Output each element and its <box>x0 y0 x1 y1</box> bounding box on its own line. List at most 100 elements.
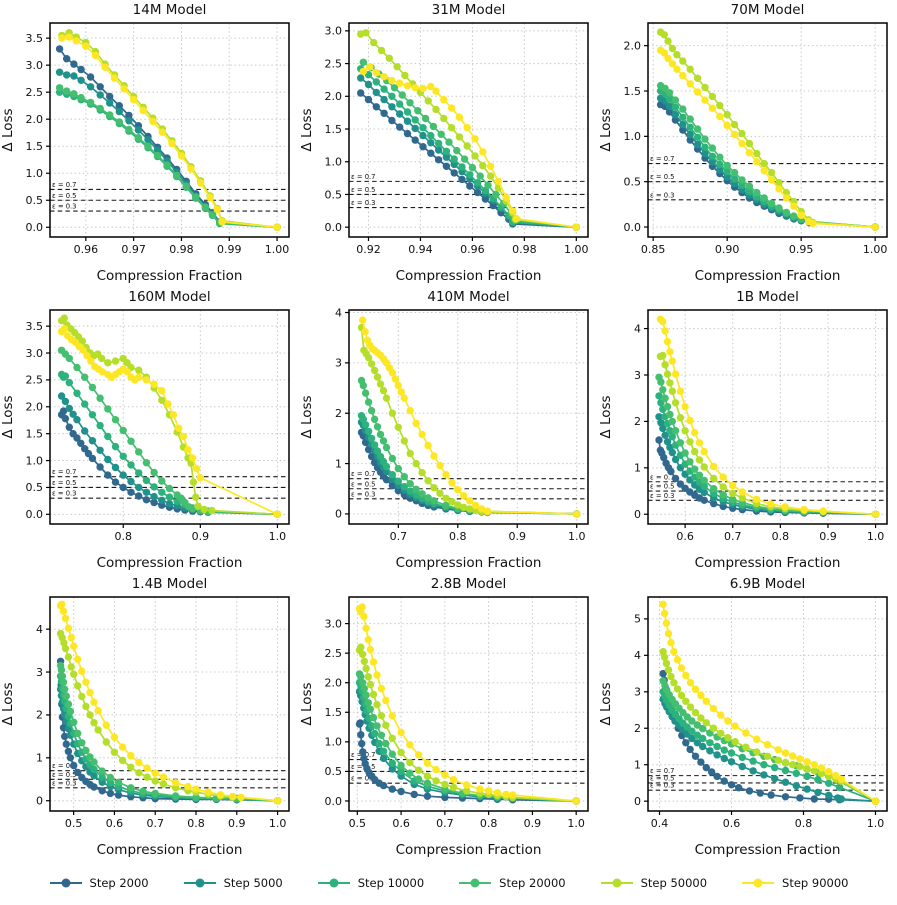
data-point <box>229 792 237 801</box>
y-tick-label: 0.0 <box>624 221 642 234</box>
series-step-50000 <box>659 648 880 805</box>
data-point <box>454 501 462 509</box>
data-point <box>745 182 754 190</box>
y-tick-label: 2.0 <box>325 677 343 690</box>
data-point <box>60 325 69 333</box>
data-point <box>169 411 178 419</box>
data-point <box>668 60 677 68</box>
legend-item-step-20000: Step 20000 <box>458 876 566 890</box>
data-point <box>66 707 75 716</box>
data-point <box>663 402 672 411</box>
ticks <box>345 30 577 241</box>
data-point <box>373 373 382 381</box>
data-point <box>175 424 183 432</box>
data-point <box>159 780 168 788</box>
subplot-1b-model: ε = 0.7 ε = 0.5 ε = 0.3 0.6 0.7 0.8 0.9 1.0 0 1 2 3… <box>598 287 897 574</box>
data-point <box>153 146 162 154</box>
data-point <box>710 462 718 471</box>
series-line <box>360 92 577 229</box>
data-point <box>797 211 805 219</box>
data-point <box>716 101 724 110</box>
data-point <box>144 136 152 144</box>
data-point <box>662 659 671 668</box>
series-line <box>59 71 278 229</box>
x-tick-label: 0.8 <box>480 817 498 830</box>
data-point <box>436 461 444 470</box>
data-point <box>809 219 817 228</box>
data-point <box>70 642 78 650</box>
data-point <box>90 765 98 774</box>
data-point <box>394 423 402 431</box>
data-point <box>114 791 123 799</box>
data-point <box>158 396 166 404</box>
data-point <box>59 678 68 686</box>
data-point <box>362 664 370 673</box>
data-point <box>767 791 775 799</box>
data-point <box>394 381 402 390</box>
y-tick-label: 2.0 <box>325 90 343 103</box>
data-point <box>369 713 378 722</box>
data-point <box>810 767 818 775</box>
data-point <box>458 175 466 184</box>
data-point <box>749 757 757 765</box>
subplot-title: 410M Model <box>427 289 509 305</box>
data-point <box>382 721 390 729</box>
data-point <box>723 161 731 170</box>
data-point <box>359 67 367 76</box>
epsilon-lines: ε = 0.7 ε = 0.5 ε = 0.3 <box>50 181 289 212</box>
epsilon-label: ε = 0.7 <box>351 173 376 181</box>
y-tick-label: 0.0 <box>325 795 343 808</box>
data-point <box>709 704 718 713</box>
data-point <box>106 99 114 107</box>
series-step-20000 <box>655 373 880 518</box>
data-point <box>139 787 147 795</box>
series-line <box>59 676 278 802</box>
legend-item-step-90000: Step 90000 <box>741 876 848 890</box>
data-point <box>65 33 73 41</box>
x-axis-label: Compression Fraction <box>396 555 542 571</box>
data-point <box>763 740 772 749</box>
data-point <box>373 671 381 679</box>
data-point <box>700 463 708 471</box>
x-tick-label: 1.00 <box>863 243 888 256</box>
y-tick-label: 3.0 <box>325 25 343 38</box>
data-point <box>752 495 761 504</box>
data-point <box>62 87 71 95</box>
y-tick-label: 2.0 <box>26 401 44 414</box>
data-point <box>693 731 701 739</box>
subplot-31m-model: ε = 0.7 ε = 0.5 ε = 0.3 0.92 0.94 0.96 0.98 1.0… <box>299 0 598 287</box>
y-tick-label: 1 <box>634 462 641 475</box>
axes-spines <box>49 309 290 525</box>
data-point <box>738 181 746 189</box>
data-point <box>382 696 390 705</box>
data-point <box>716 166 724 174</box>
data-point <box>663 370 672 378</box>
data-point <box>70 718 78 726</box>
y-tick-label: 2.5 <box>26 374 44 387</box>
data-point <box>686 65 694 73</box>
series-step-90000 <box>57 325 282 518</box>
data-point <box>82 678 90 686</box>
legend-label: Step 10000 <box>357 876 425 890</box>
series-step-90000 <box>659 600 880 805</box>
data-point <box>359 58 367 66</box>
data-point <box>660 609 669 618</box>
data-point <box>432 87 440 95</box>
x-tick-label: 0.96 <box>74 243 99 256</box>
data-point <box>403 129 412 138</box>
x-tick-label: 0.99 <box>217 243 242 256</box>
data-point <box>380 109 388 118</box>
data-point <box>708 104 717 112</box>
epsilon-label: ε = 0.7 <box>351 470 376 478</box>
y-axis-label: Δ Loss <box>299 395 315 438</box>
data-point <box>666 379 674 387</box>
data-point <box>697 714 705 722</box>
data-point <box>70 670 78 678</box>
y-tick-label: 1.5 <box>624 85 642 98</box>
data-point <box>396 123 404 131</box>
data-point <box>473 179 482 187</box>
x-tick-label: 0.7 <box>146 817 164 830</box>
data-point <box>660 453 668 462</box>
data-point <box>699 734 707 743</box>
data-point <box>110 74 119 82</box>
